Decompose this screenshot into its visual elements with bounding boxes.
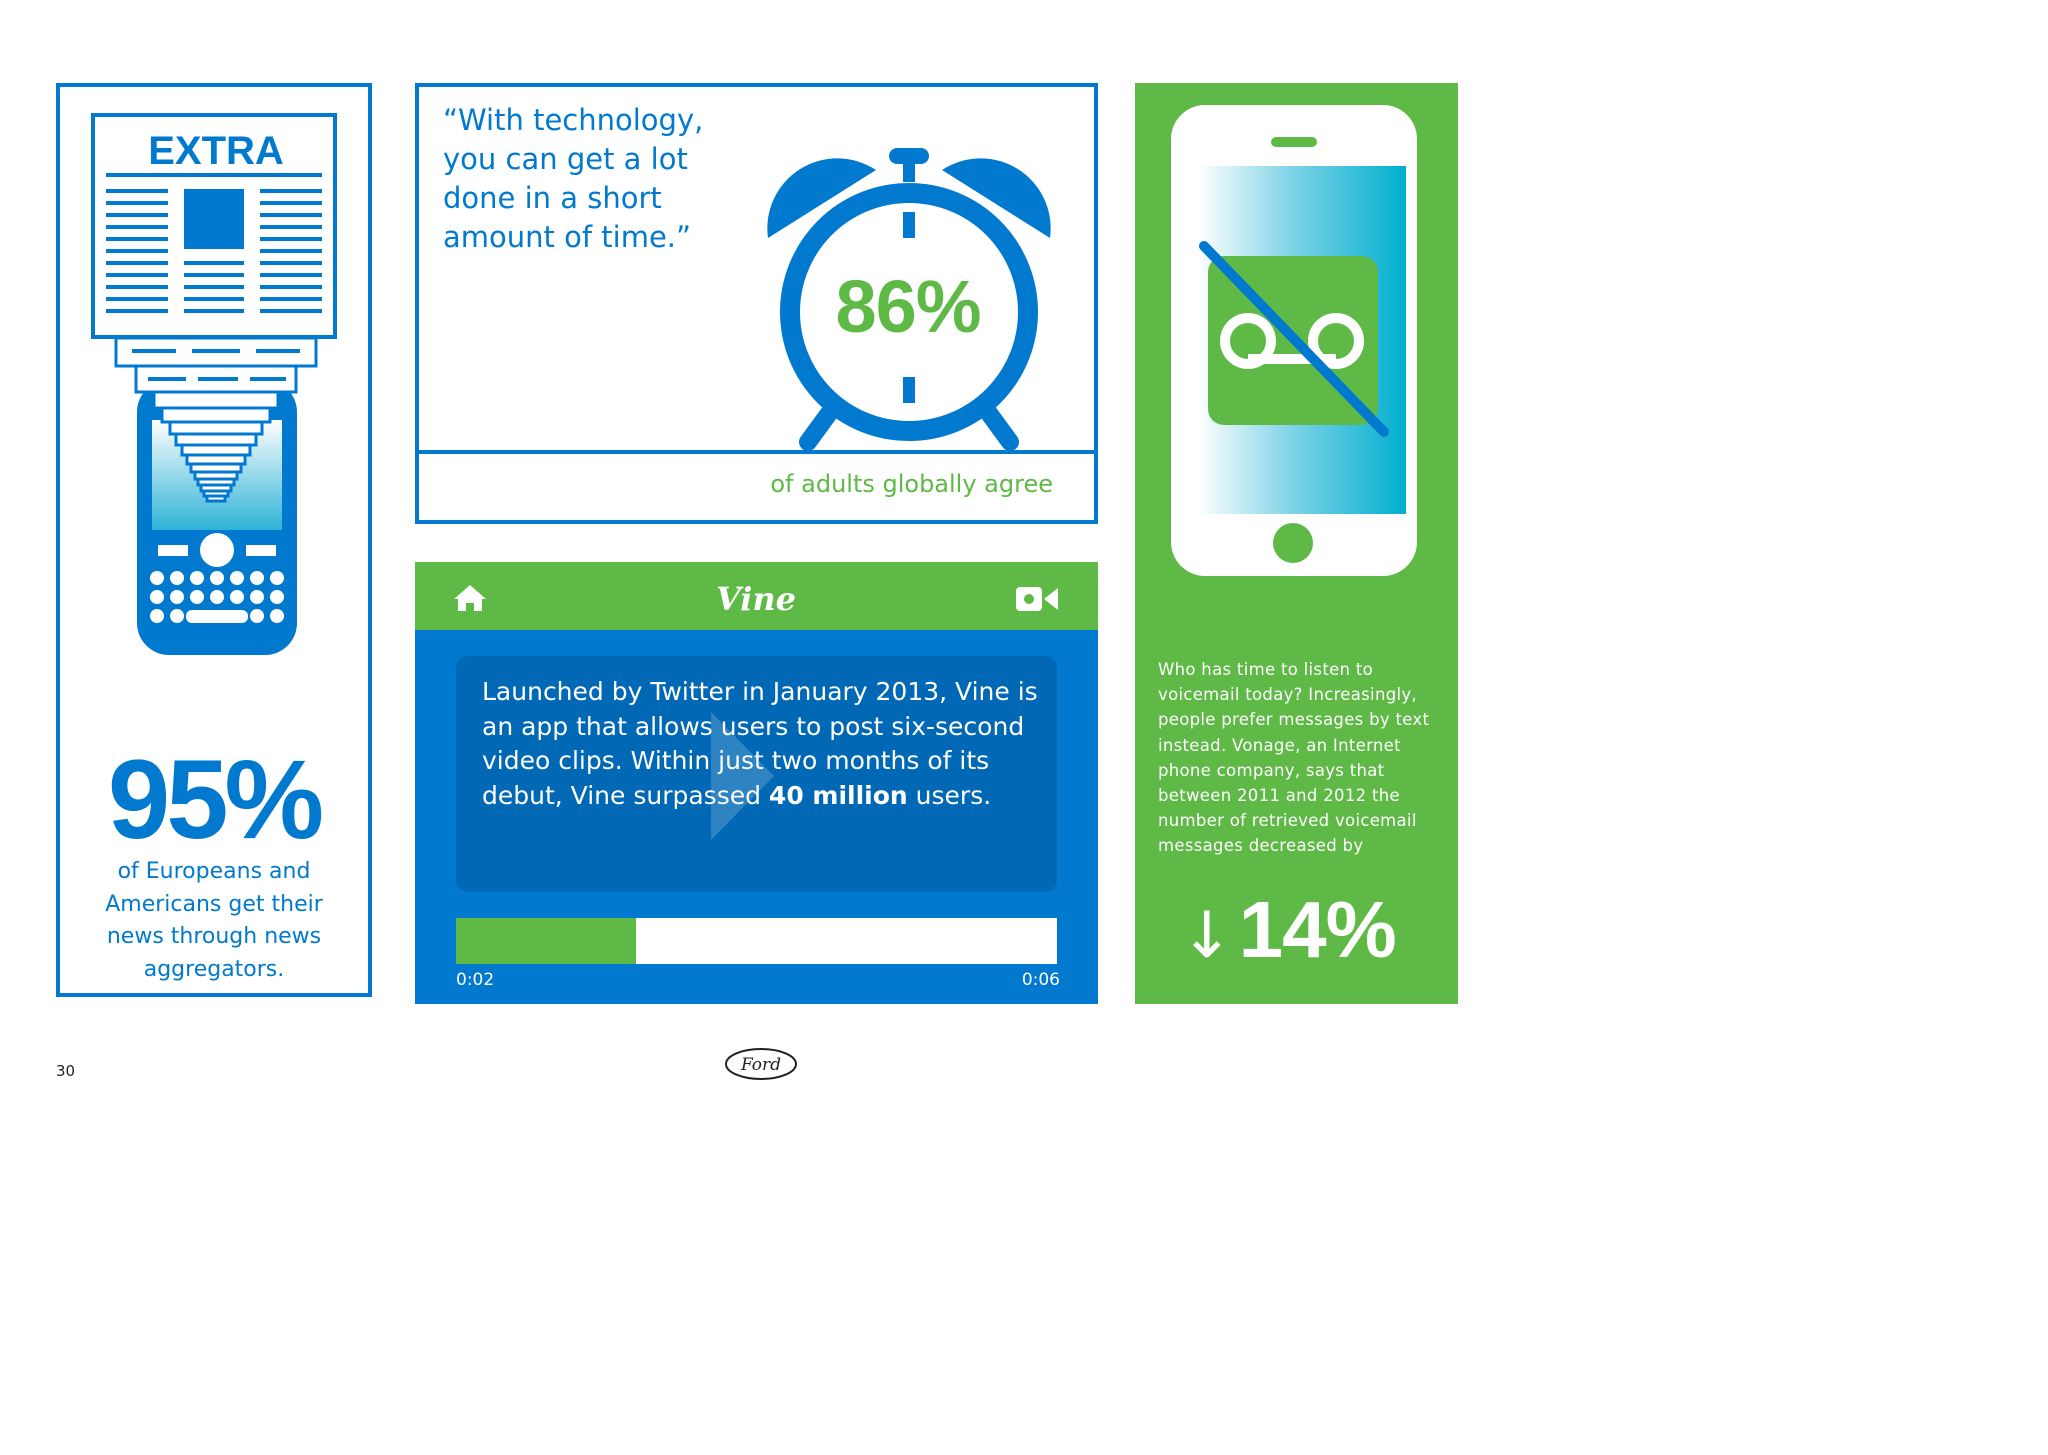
vine-text-bold: 40 million [768,780,908,810]
news-panel [56,83,372,997]
stat-14-value: 14% [1238,885,1397,974]
vine-text-after: users. [907,780,992,810]
vine-text-before: Launched by Twitter in January 2013, Vin… [482,677,1038,810]
newspaper-headline: EXTRA [148,129,284,173]
stat-86-percent: 86% [835,265,981,348]
vine-logo: Vine [715,580,797,618]
ford-logo: Ford [725,1048,797,1080]
voicemail-crossed-icon [1199,241,1389,437]
home-icon[interactable] [452,583,488,613]
quote-text: “With technology, you can get a lot done… [443,103,704,254]
page-number: 30 [56,1062,76,1080]
vine-video-card[interactable] [456,656,1057,892]
time-total: 0:06 [1021,970,1060,990]
clock-panel [415,83,1098,524]
clock-caption: of adults globally agree [770,470,1053,498]
progress-fill [456,918,637,964]
phone-icon [1171,105,1417,576]
time-current: 0:02 [456,970,495,990]
down-arrow-icon: ↓ [1180,899,1234,973]
stat-14-percent: ↓14% [1180,884,1420,982]
news-caption: of Europeans and Americans get their new… [105,859,323,982]
stat-95-percent: 95% [107,737,324,862]
video-camera-icon[interactable] [1014,585,1060,613]
voicemail-text: Who has time to listen to voicemail toda… [1158,660,1430,856]
ford-logo-text: Ford [740,1055,781,1075]
vine-description: Launched by Twitter in January 2013, Vin… [482,675,1042,813]
newspaper-phone-illustration: EXTRA [91,113,337,655]
newspaper-icon: EXTRA [91,113,337,339]
panel-divider [419,450,1094,454]
alarm-clock-icon [767,148,1051,451]
vine-header-bar [415,562,1098,630]
play-icon[interactable] [706,712,776,842]
